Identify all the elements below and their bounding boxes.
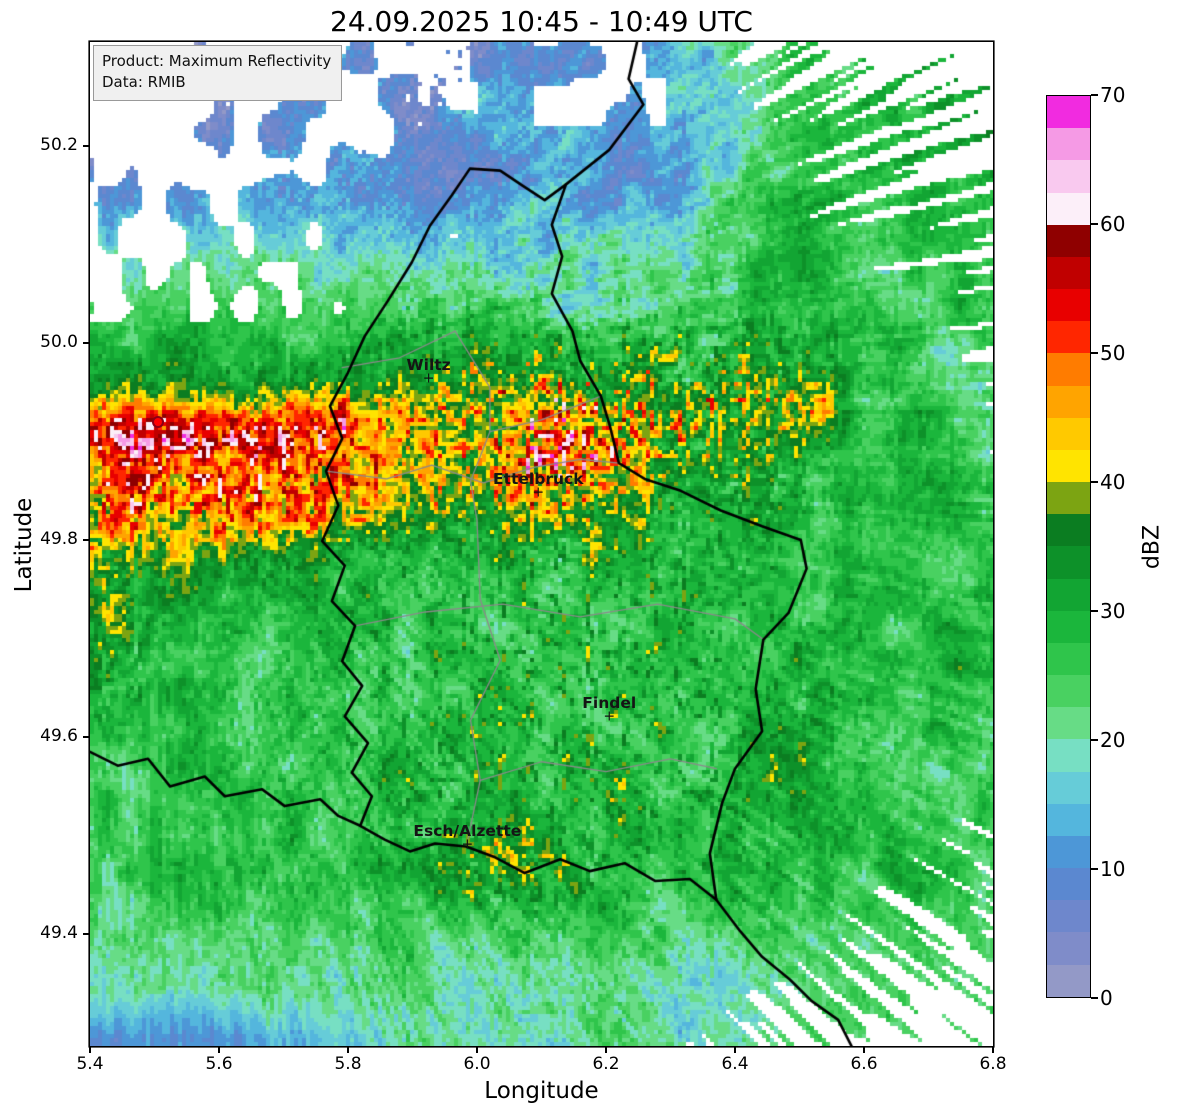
x-tick-label: 5.4 <box>76 1054 104 1074</box>
x-tick-mark <box>992 1046 994 1053</box>
city-marker-ettelbruck: + <box>532 484 545 501</box>
colorbar-tick-mark <box>1091 94 1098 96</box>
colorbar-tick-label: 40 <box>1100 470 1126 494</box>
colorbar-tick-mark <box>1091 481 1098 483</box>
y-tick-label: 50.2 <box>40 134 78 155</box>
colorbar-segment <box>1047 900 1090 933</box>
data-source-line: Data: RMIB <box>102 73 186 92</box>
colorbar-segment <box>1047 353 1090 386</box>
colorbar-segment <box>1047 449 1090 483</box>
x-tick-mark <box>863 1046 865 1053</box>
x-tick-mark <box>89 1046 91 1053</box>
colorbar-segment <box>1047 739 1090 772</box>
colorbar-segment <box>1047 482 1090 515</box>
colorbar-tick-mark <box>1091 739 1098 741</box>
x-axis-label: Longitude <box>484 1078 599 1104</box>
colorbar-tick-mark <box>1091 223 1098 225</box>
colorbar-segment <box>1047 96 1090 129</box>
colorbar-label: dBZ <box>1139 524 1165 570</box>
colorbar-segment <box>1047 578 1090 611</box>
colorbar <box>1046 95 1091 998</box>
colorbar-segment <box>1047 771 1090 804</box>
product-info-box: Product: Maximum Reflectivity Data: RMIB <box>93 45 343 101</box>
radar-reflectivity-canvas <box>90 42 993 1046</box>
colorbar-segment <box>1047 835 1090 869</box>
colorbar-segment <box>1047 610 1090 643</box>
product-line: Product: Maximum Reflectivity <box>102 52 332 70</box>
colorbar-tick-label: 20 <box>1100 728 1126 752</box>
colorbar-segment <box>1047 868 1090 901</box>
colorbar-segment <box>1047 289 1090 322</box>
y-tick-mark <box>83 933 90 935</box>
y-tick-label: 49.8 <box>40 529 78 550</box>
city-marker-findel: + <box>603 709 616 726</box>
colorbar-tick-mark <box>1091 352 1098 354</box>
city-label-ettelbruck: Ettelbruck <box>493 469 584 488</box>
colorbar-tick-mark <box>1091 997 1098 999</box>
city-label-wiltz: Wiltz <box>406 356 451 375</box>
y-tick-label: 49.4 <box>40 923 78 944</box>
colorbar-tick-mark <box>1091 868 1098 870</box>
colorbar-segment <box>1047 417 1090 450</box>
colorbar-segment <box>1047 128 1090 161</box>
colorbar-tick-mark <box>1091 610 1098 612</box>
colorbar-tick-label: 60 <box>1100 212 1126 236</box>
map-plot-area: Product: Maximum Reflectivity Data: RMIB… <box>90 42 993 1046</box>
x-tick-label: 6.6 <box>850 1054 878 1074</box>
colorbar-segment <box>1047 160 1090 193</box>
colorbar-segment <box>1047 675 1090 708</box>
y-tick-mark <box>83 145 90 147</box>
colorbar-tick-label: 0 <box>1100 986 1113 1010</box>
y-tick-label: 49.6 <box>40 726 78 747</box>
x-tick-label: 5.8 <box>334 1054 362 1074</box>
figure-title: 24.09.2025 10:45 - 10:49 UTC <box>330 5 753 38</box>
colorbar-segment <box>1047 321 1090 354</box>
colorbar-segment <box>1047 707 1090 740</box>
colorbar-segment <box>1047 642 1090 676</box>
city-label-esch-alzette: Esch/Alzette <box>413 822 522 841</box>
y-tick-mark <box>83 539 90 541</box>
x-tick-mark <box>218 1046 220 1053</box>
colorbar-segment <box>1047 385 1090 418</box>
colorbar-segment <box>1047 224 1090 257</box>
x-tick-mark <box>476 1046 478 1053</box>
colorbar-segment <box>1047 546 1090 579</box>
x-tick-mark <box>605 1046 607 1053</box>
colorbar-segment <box>1047 964 1090 997</box>
colorbar-tick-label: 30 <box>1100 599 1126 623</box>
colorbar-tick-label: 10 <box>1100 857 1126 881</box>
y-tick-label: 50.0 <box>40 332 78 352</box>
x-tick-label: 6.2 <box>592 1054 620 1074</box>
y-tick-mark <box>83 736 90 738</box>
radar-site-marker <box>151 415 164 428</box>
colorbar-tick-label: 70 <box>1100 83 1126 107</box>
city-marker-wiltz: + <box>422 371 435 388</box>
city-label-findel: Findel <box>582 694 637 713</box>
x-tick-mark <box>347 1046 349 1053</box>
x-tick-mark <box>734 1046 736 1053</box>
colorbar-segment <box>1047 932 1090 965</box>
colorbar-segment <box>1047 192 1090 225</box>
colorbar-tick-label: 50 <box>1100 341 1126 365</box>
colorbar-segment <box>1047 803 1090 836</box>
x-tick-label: 6.0 <box>463 1054 491 1074</box>
colorbar-segment <box>1047 256 1090 290</box>
x-tick-label: 5.6 <box>205 1054 233 1074</box>
city-marker-esch-alzette: + <box>461 837 474 854</box>
x-tick-label: 6.4 <box>721 1054 749 1074</box>
x-tick-label: 6.8 <box>979 1054 1007 1074</box>
colorbar-segment <box>1047 514 1090 547</box>
y-tick-mark <box>83 342 90 344</box>
